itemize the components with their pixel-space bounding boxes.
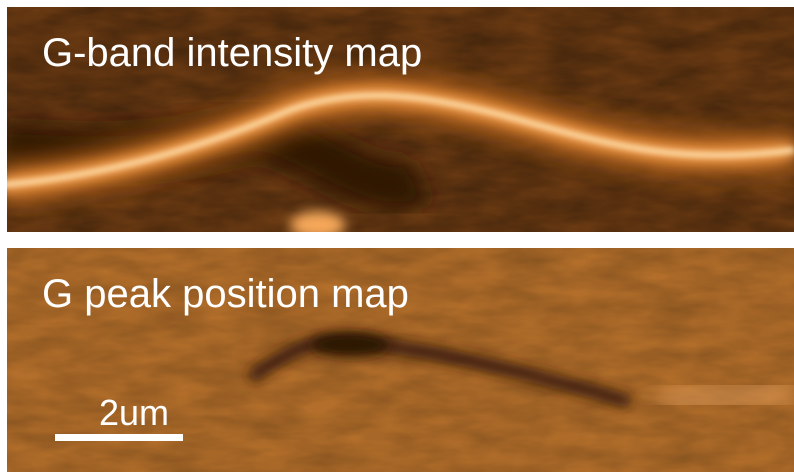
scale-bar (55, 434, 183, 441)
panel-label: G-band intensity map (42, 31, 422, 75)
position-map: G peak position map 2um (7, 248, 794, 472)
scale-bar-label: 2um (99, 392, 169, 433)
intensity-map: G-band intensity map (7, 7, 794, 232)
panel-label: G peak position map (42, 272, 409, 316)
